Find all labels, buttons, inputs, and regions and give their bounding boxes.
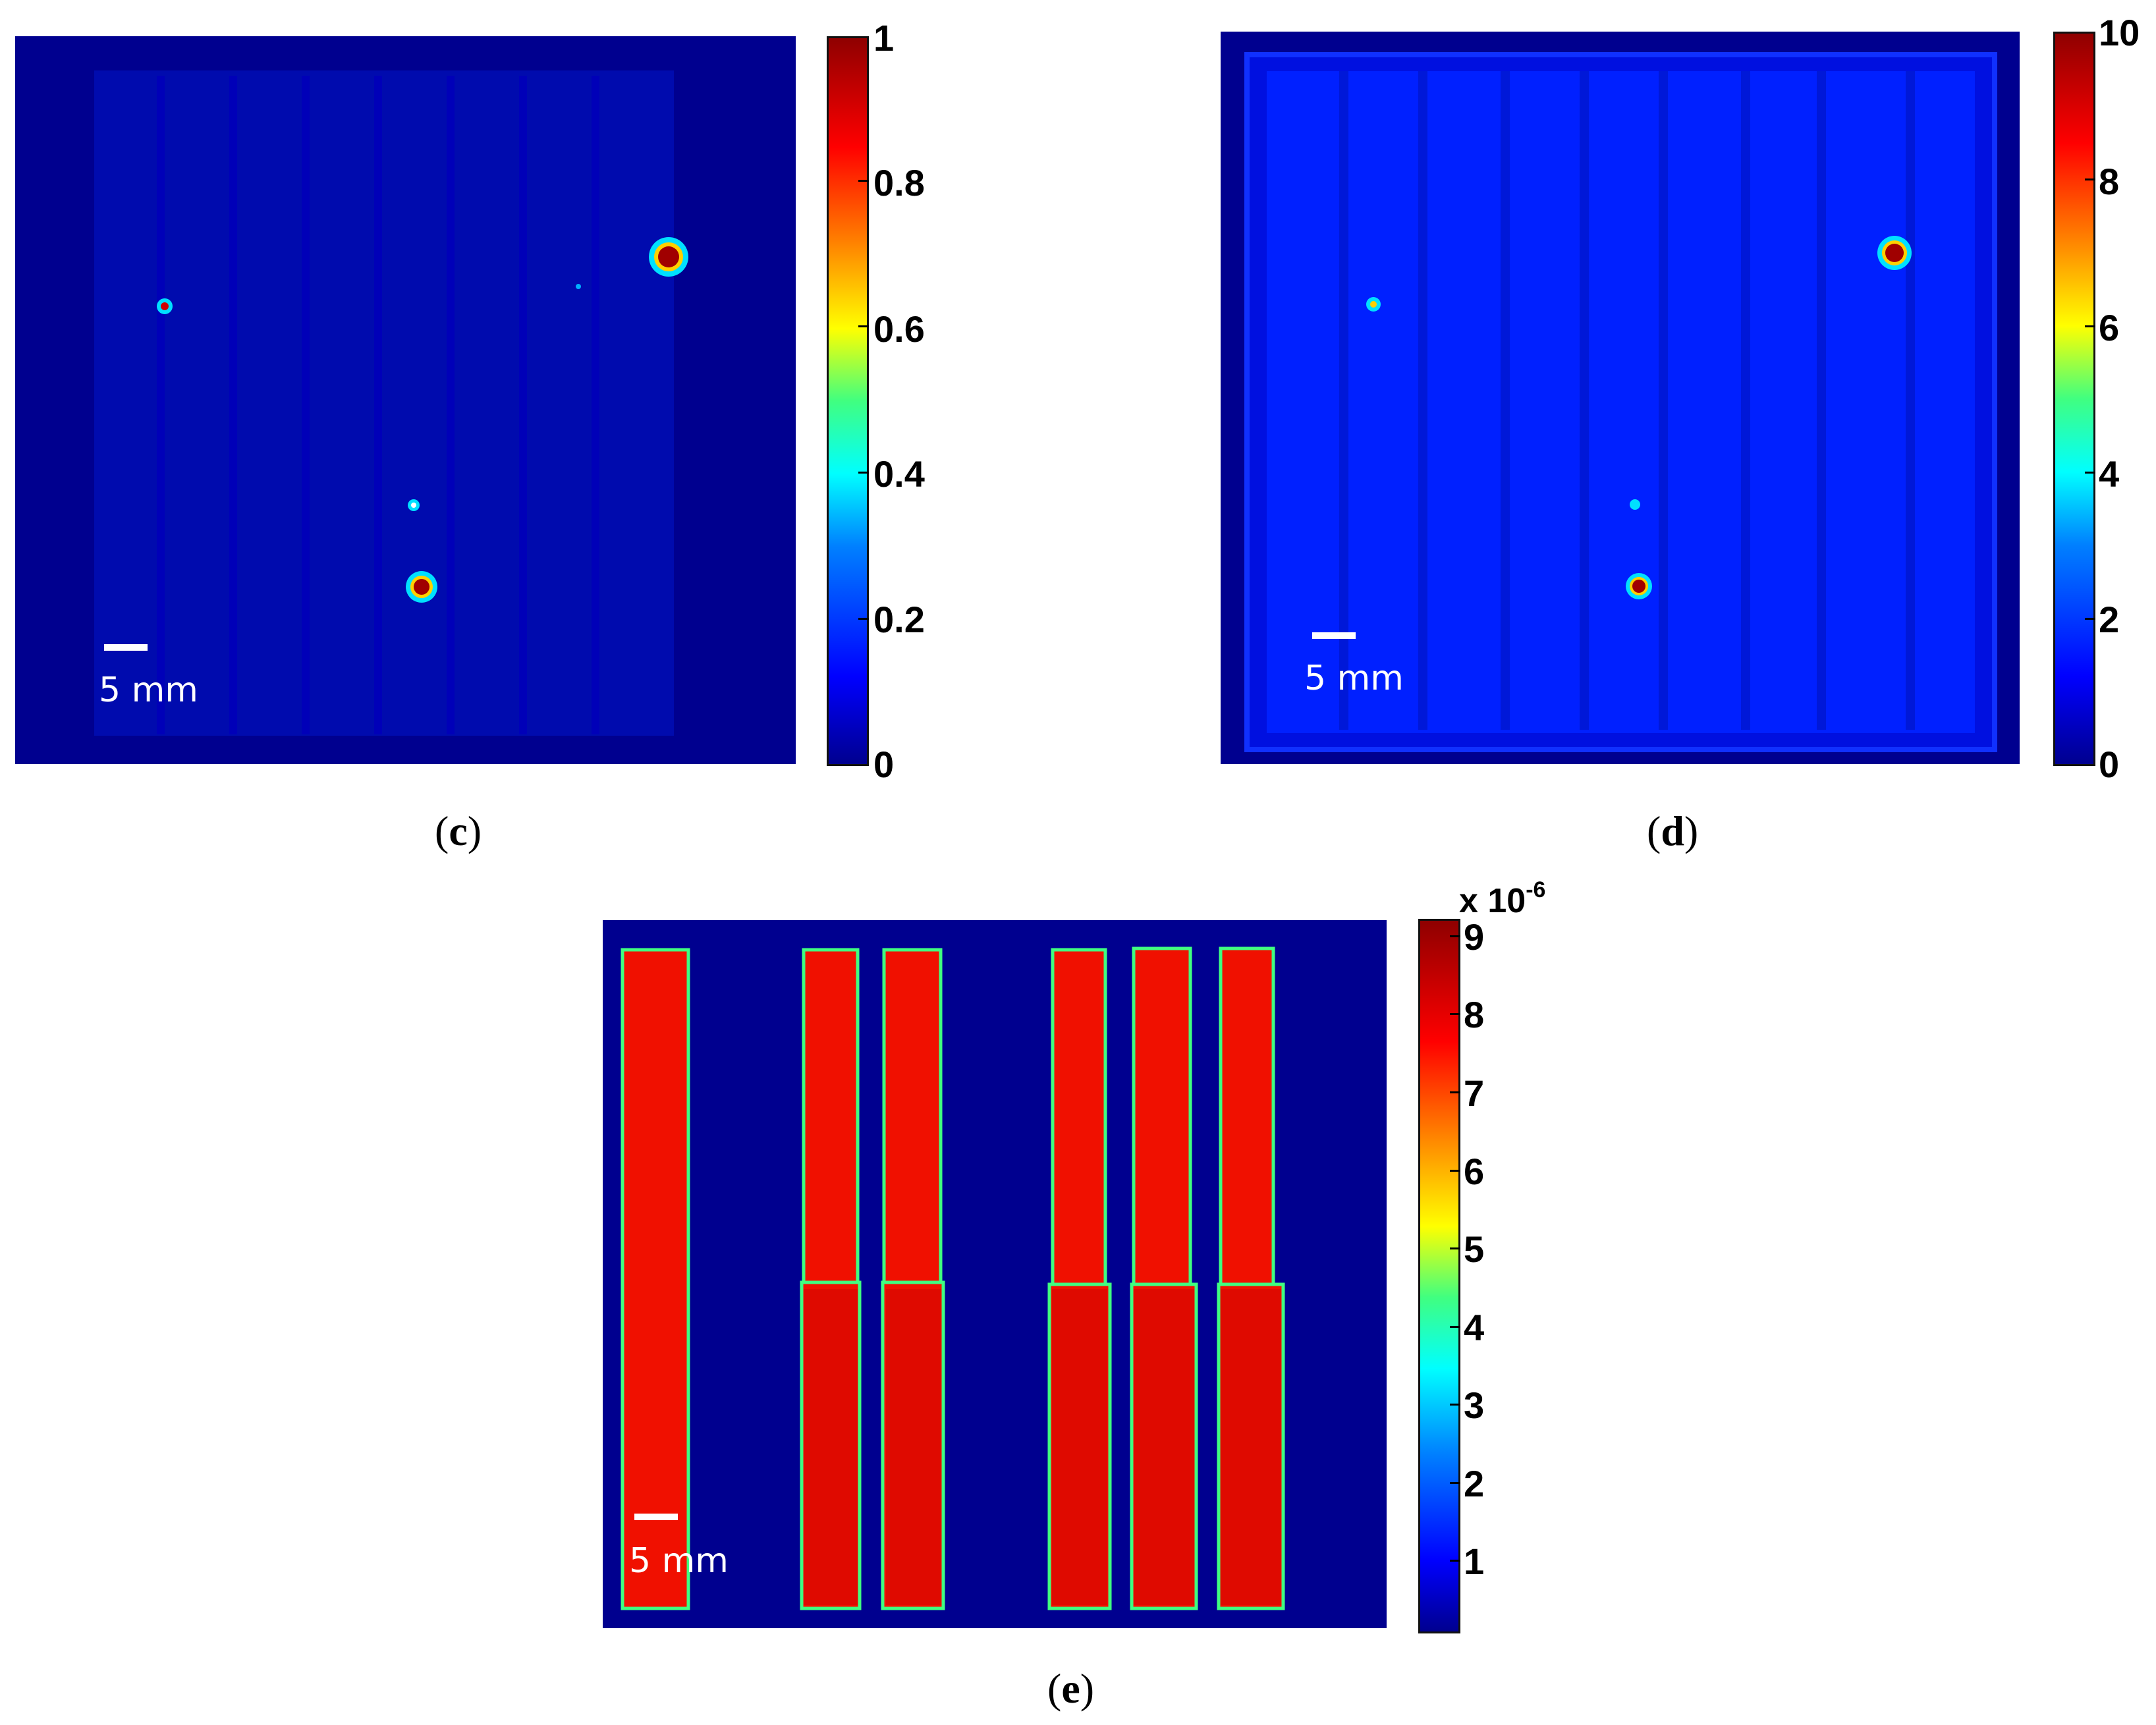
- panel-e-colorbar-tick: 8: [1464, 994, 1485, 1035]
- panel-d-colorbar-tick: 10: [2099, 12, 2140, 53]
- panel-c-colorbar: [827, 36, 869, 766]
- panel-e-colorbar-tick: 5: [1464, 1228, 1485, 1270]
- panel-d-colorbar-tick: 4: [2099, 453, 2120, 495]
- panel-d-colorbar-tick: 2: [2099, 599, 2120, 640]
- panel-c-colorbar-tick: 0.4: [873, 453, 925, 495]
- panel-e-caption: (e): [1047, 1665, 1095, 1712]
- panel-d-scale-bar: [1312, 632, 1356, 639]
- panel-d-colorbar: [2053, 32, 2095, 766]
- panel-e-scale-bar: [634, 1514, 678, 1520]
- panel-e-colorbar-tick: 3: [1464, 1384, 1485, 1426]
- panel-e-colorbar-tick: 7: [1464, 1072, 1485, 1114]
- panel-c-scale-label: 5 mm: [99, 671, 198, 710]
- panel-c-heatmap: [15, 36, 796, 764]
- panel-e-colorbar-tick: 1: [1464, 1541, 1485, 1582]
- panel-e-heatmap: [603, 920, 1387, 1628]
- panel-c-scale-bar: [104, 644, 148, 651]
- panel-e-colorbar-tick: 9: [1464, 916, 1485, 958]
- panel-e-colorbar: [1418, 919, 1460, 1633]
- panel-d-image: [1221, 32, 2020, 764]
- panel-c-colorbar-tick: 0.6: [873, 308, 925, 350]
- panel-e-colorbar-tick: 6: [1464, 1151, 1485, 1192]
- panel-d-caption: (d): [1647, 808, 1699, 854]
- panel-d-colorbar-tick: 6: [2099, 307, 2120, 348]
- panel-d-scale-label: 5 mm: [1304, 659, 1404, 698]
- panel-c-caption: (c): [435, 808, 482, 854]
- panel-c-colorbar-tick: 0.2: [873, 599, 925, 640]
- panel-d-heatmap: [1221, 32, 2020, 764]
- panel-d-colorbar-tick: 8: [2099, 161, 2120, 202]
- panel-e-colorbar-tick: 2: [1464, 1463, 1485, 1504]
- panel-d-colorbar-tick: 0: [2099, 744, 2120, 785]
- panel-c-colorbar-tick: 0.8: [873, 162, 925, 204]
- panel-e-scale-label: 5 mm: [629, 1541, 729, 1581]
- panel-e-colorbar-exponent: x 10-6: [1459, 877, 1546, 920]
- panel-c-colorbar-tick: 0: [873, 744, 895, 785]
- panel-c-colorbar-tick: 1: [873, 17, 895, 59]
- panel-c-image: [15, 36, 796, 764]
- panel-e-image: [603, 920, 1387, 1628]
- panel-e-colorbar-tick: 4: [1464, 1307, 1485, 1348]
